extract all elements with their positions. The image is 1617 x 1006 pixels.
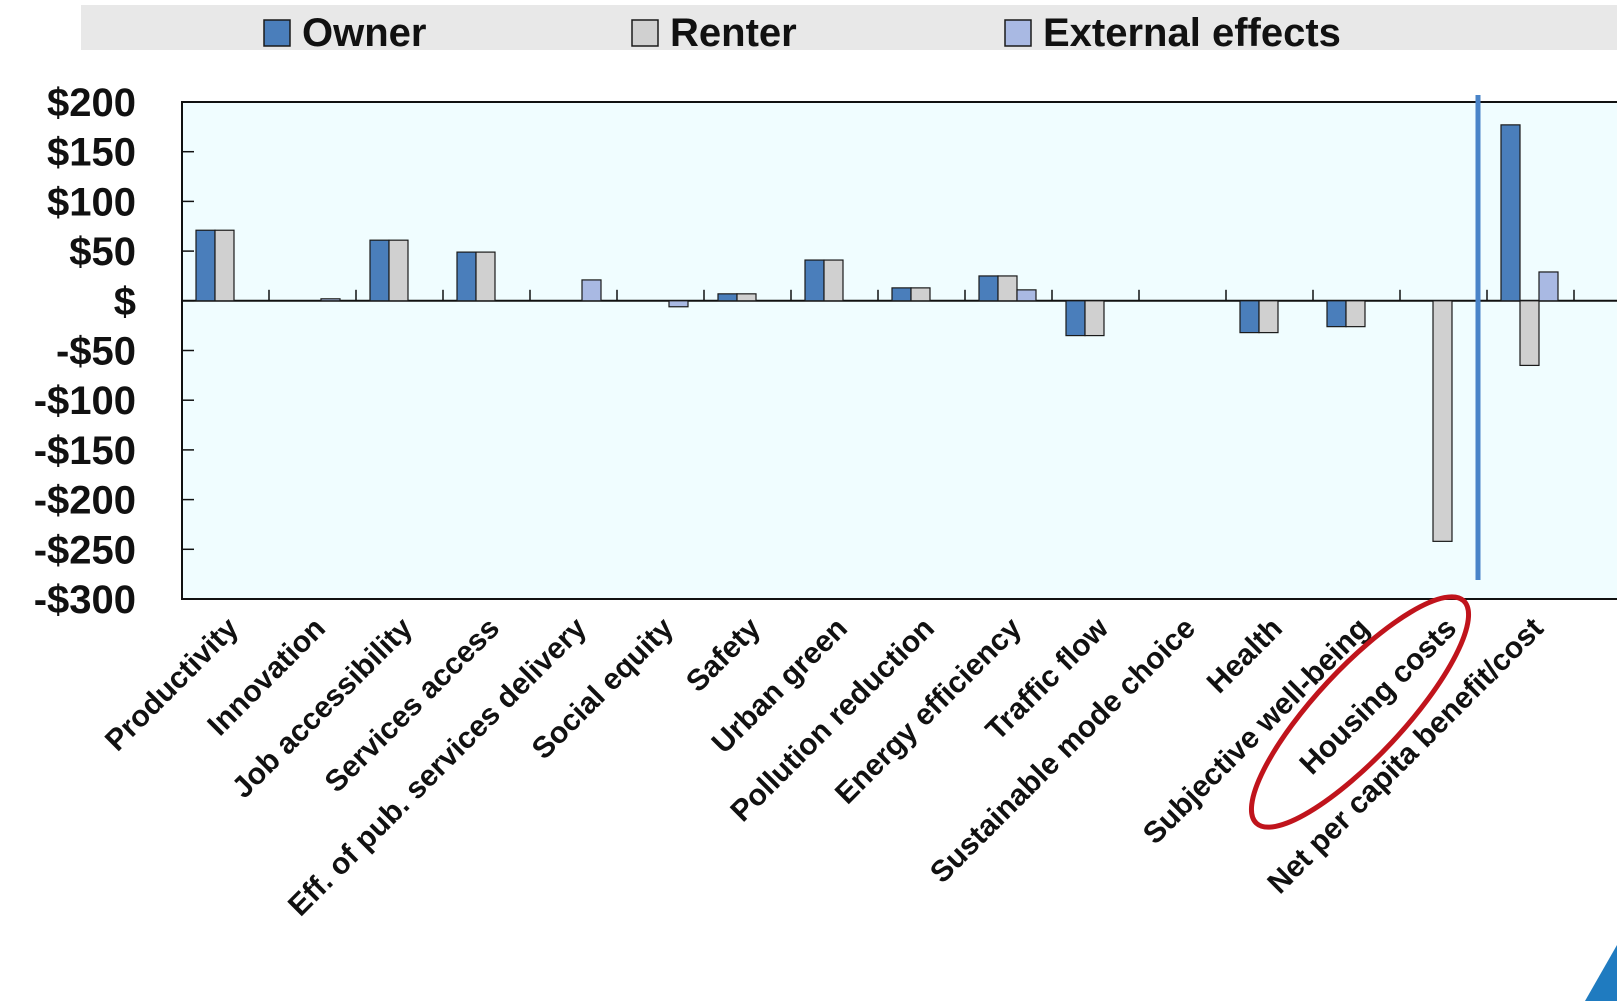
bar-external-effects-innovation: [320, 298, 341, 302]
legend-swatch-owner: [263, 19, 291, 47]
bar-renter-urban-green: [823, 259, 844, 302]
bar-owner-pollution-reduction: [891, 287, 912, 302]
category-label-health: Health: [1201, 612, 1289, 700]
bar-renter-net-per-capita-benefit-cost: [1519, 300, 1540, 367]
bar-renter-health: [1258, 300, 1279, 334]
bar-renter-productivity: [214, 229, 235, 302]
y-tick-label: -$250: [34, 528, 136, 572]
bar-renter-pollution-reduction: [910, 287, 931, 302]
y-tick-label: -$50: [56, 330, 136, 374]
y-tick-label: $100: [47, 180, 136, 224]
bar-owner-health: [1239, 300, 1260, 334]
bar-renter-services-access: [475, 251, 496, 302]
bar-renter-job-accessibility: [388, 239, 409, 302]
bar-renter-energy-efficiency: [997, 275, 1018, 302]
y-tick-label: -$200: [34, 479, 136, 523]
legend-background: [81, 5, 1617, 50]
bar-external-effects-eff-of-pub-services-delivery: [581, 279, 602, 302]
y-tick-label: $150: [47, 131, 136, 175]
bar-owner-job-accessibility: [369, 239, 390, 302]
bar-owner-safety: [717, 293, 738, 302]
y-tick-label: -$100: [34, 379, 136, 423]
bar-owner-net-per-capita-benefit-cost: [1500, 124, 1521, 302]
y-tick-label: -$150: [34, 429, 136, 473]
bar-owner-services-access: [456, 251, 477, 302]
bar-owner-productivity: [195, 229, 216, 302]
highlight-ellipse: [1248, 594, 1472, 830]
y-tick-label: $50: [69, 230, 136, 274]
legend-label-owner: Owner: [302, 11, 426, 55]
y-tick-label: $200: [47, 81, 136, 125]
bar-renter-housing-costs: [1432, 300, 1453, 542]
category-label-safety: Safety: [680, 611, 767, 698]
corner-accent: [1585, 945, 1617, 1001]
legend-swatch-renter: [631, 19, 659, 47]
bar-external-effects-energy-efficiency: [1016, 289, 1037, 302]
bar-owner-energy-efficiency: [978, 275, 999, 302]
legend-label-external-effects: External effects: [1043, 11, 1341, 55]
bar-external-effects-net-per-capita-benefit-cost: [1538, 271, 1559, 302]
bar-owner-traffic-flow: [1065, 300, 1086, 337]
bar-external-effects-social-equity: [668, 300, 689, 308]
y-tick-label: $: [114, 280, 136, 324]
bar-renter-subjective-well-being: [1345, 300, 1366, 328]
bar-renter-traffic-flow: [1084, 300, 1105, 337]
plot-area: [181, 101, 1617, 600]
y-tick-label: -$300: [34, 578, 136, 622]
bar-owner-urban-green: [804, 259, 825, 302]
legend-label-renter: Renter: [670, 11, 797, 55]
bar-owner-subjective-well-being: [1326, 300, 1347, 328]
bar-renter-safety: [736, 293, 757, 302]
legend-swatch-external-effects: [1004, 19, 1032, 47]
